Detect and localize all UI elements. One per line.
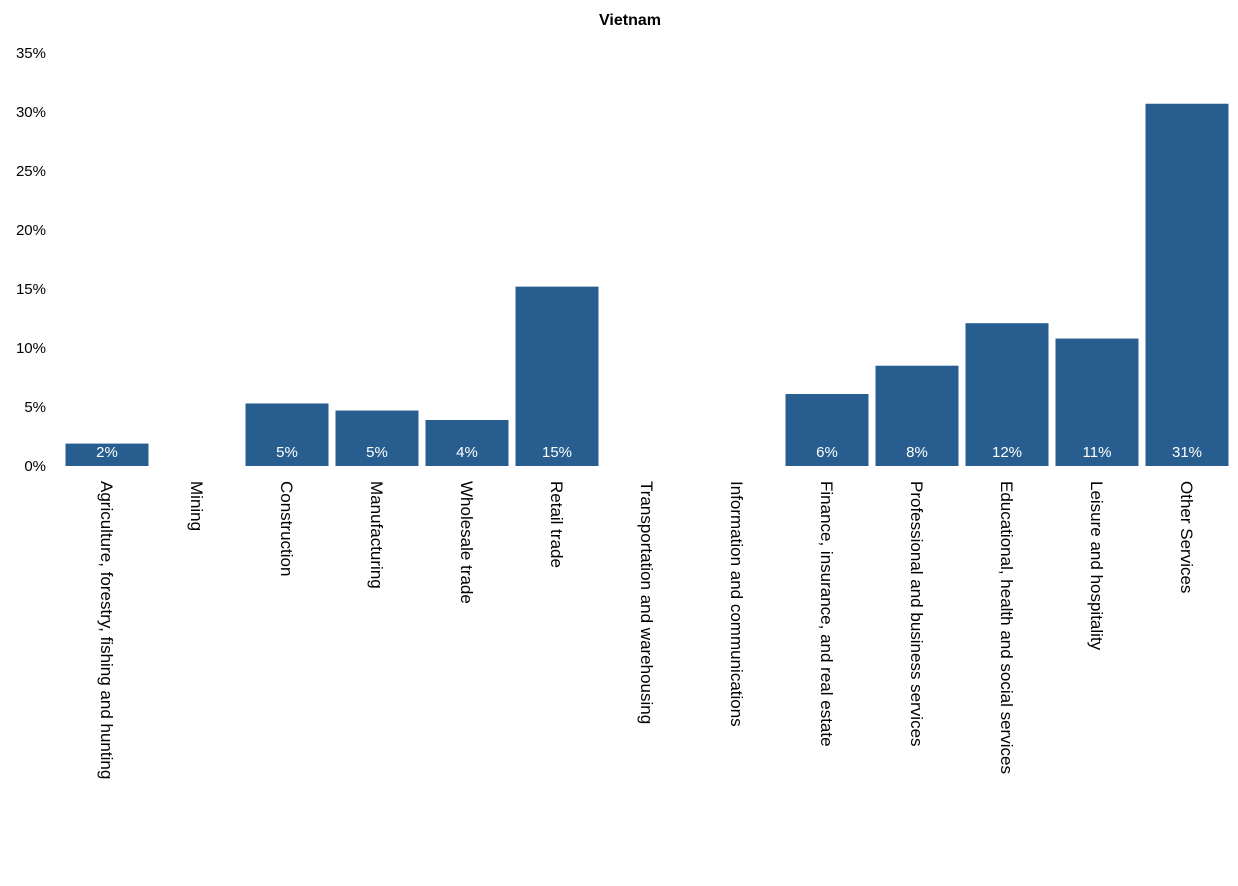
bar [335, 410, 419, 466]
bar [875, 365, 959, 466]
category-label: Finance, insurance, and real estate [817, 481, 836, 747]
category-label: Educational, health and social services [997, 481, 1016, 774]
data-label: 5% [276, 444, 298, 461]
y-tick-label: 20% [16, 222, 46, 239]
bar [1145, 103, 1229, 467]
y-tick-label: 0% [24, 458, 46, 475]
y-tick-label: 35% [16, 45, 46, 62]
data-label: 11% [1083, 444, 1112, 461]
data-label: 2% [96, 444, 118, 461]
category-label: Information and communications [727, 481, 746, 727]
data-label: 5% [366, 444, 388, 461]
y-tick-label: 15% [16, 281, 46, 298]
category-label: Professional and business services [907, 481, 926, 747]
data-label: 6% [816, 444, 838, 461]
data-labels: 2% 5% 5% 4% 15% 6% 8% 12% 11% 31% [96, 444, 1202, 461]
data-label: 8% [906, 444, 928, 461]
data-label: 31% [1172, 444, 1202, 461]
bar [425, 419, 509, 466]
data-label: 4% [456, 444, 478, 461]
y-tick-label: 30% [16, 104, 46, 121]
bar [1055, 338, 1139, 466]
bars [65, 103, 1229, 467]
chart-title: Vietnam [599, 12, 661, 29]
data-label: 15% [542, 444, 572, 461]
y-axis: 0% 5% 10% 15% 20% 25% 30% 35% [16, 45, 46, 475]
bar [785, 394, 869, 466]
bar [65, 443, 149, 466]
category-label: Retail trade [547, 481, 566, 568]
bar [965, 323, 1049, 466]
bar [515, 286, 599, 466]
category-label: Mining [187, 481, 206, 531]
category-label: Manufacturing [367, 481, 386, 589]
category-label: Leisure and hospitality [1087, 481, 1106, 651]
category-label: Agriculture, forestry, fishing and hunti… [97, 481, 116, 779]
x-axis: Agriculture, forestry, fishing and hunti… [97, 481, 1196, 779]
category-label: Construction [277, 481, 296, 576]
y-tick-label: 10% [16, 340, 46, 357]
bar [245, 403, 329, 466]
category-label: Other Services [1177, 481, 1196, 593]
category-label: Wholesale trade [457, 481, 476, 604]
y-tick-label: 25% [16, 163, 46, 180]
data-label: 12% [992, 444, 1022, 461]
y-tick-label: 5% [24, 399, 46, 416]
category-label: Transportation and warehousing [637, 481, 656, 724]
